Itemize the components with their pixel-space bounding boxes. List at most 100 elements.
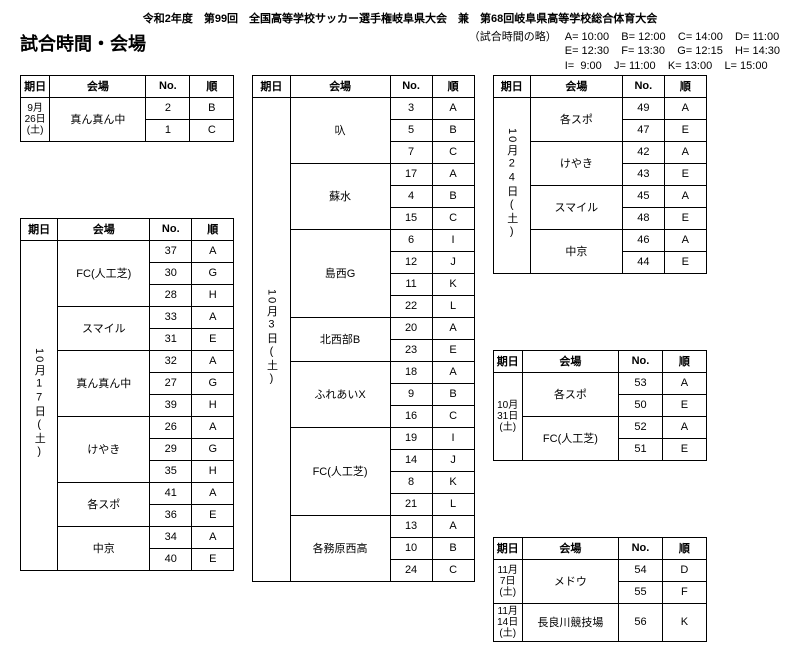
col-date: 期日 [493,75,530,97]
schedule-table: 期日会場No.順10月3日(土)叺3A5B7C蘇水17A4B15C島西G6I12… [252,75,474,582]
venue-cell: スマイル [530,185,622,229]
no-cell: 11 [390,273,432,295]
no-cell: 31 [150,328,192,350]
jun-cell: A [432,163,474,185]
no-cell: 2 [146,97,190,119]
no-cell: 43 [622,163,664,185]
venue-cell: 中京 [530,229,622,273]
jun-cell: C [432,207,474,229]
table-row: FC(人工芝)52A [493,416,706,438]
jun-cell: C [190,119,234,141]
jun-cell: B [432,383,474,405]
no-cell: 9 [390,383,432,405]
col-venue: 会場 [522,350,618,372]
jun-cell: A [664,141,706,163]
no-cell: 8 [390,471,432,493]
no-cell: 47 [622,119,664,141]
col-venue: 会場 [290,75,390,97]
no-cell: 19 [390,427,432,449]
col-no: No. [619,350,663,372]
jun-cell: A [662,372,706,394]
column-1: 期日会場No.順9月26日(土)真ん真ん中2B1C期日会場No.順10月17日(… [20,75,234,571]
no-cell: 15 [390,207,432,229]
jun-cell: J [432,449,474,471]
no-cell: 39 [150,394,192,416]
no-cell: 21 [390,493,432,515]
no-cell: 54 [619,559,663,581]
venue-cell: 叺 [290,97,390,163]
table-row: 10月24日(土)各スポ49A [493,97,706,119]
jun-cell: A [432,317,474,339]
no-cell: 29 [150,438,192,460]
col-no: No. [146,75,190,97]
jun-cell: A [432,515,474,537]
venue-cell: 各スポ [58,482,150,526]
col-jun: 順 [662,537,706,559]
no-cell: 50 [619,394,663,416]
no-cell: 32 [150,350,192,372]
venue-cell: スマイル [58,306,150,350]
jun-cell: A [664,97,706,119]
jun-cell: E [662,438,706,460]
col-jun: 順 [192,218,234,240]
venue-cell: 各スポ [530,97,622,141]
jun-cell: L [432,295,474,317]
no-cell: 41 [150,482,192,504]
jun-cell: A [432,97,474,119]
venue-cell: 長良川競技場 [522,603,618,641]
venue-cell: 各スポ [522,372,618,416]
jun-cell: K [432,471,474,493]
jun-cell: G [192,262,234,284]
jun-cell: F [662,581,706,603]
no-cell: 49 [622,97,664,119]
no-cell: 42 [622,141,664,163]
jun-cell: A [664,185,706,207]
page-header: 令和2年度 第99回 全国高等学校サッカー選手権岐阜県大会 兼 第68回岐阜県高… [20,10,780,26]
no-cell: 13 [390,515,432,537]
time-legend: （試合時間の略）A= 10:00 B= 12:00 C= 14:00 D= 11… [447,30,780,73]
no-cell: 56 [619,603,663,641]
col-date: 期日 [493,350,522,372]
col-no: No. [390,75,432,97]
no-cell: 20 [390,317,432,339]
col-no: No. [619,537,663,559]
jun-cell: K [432,273,474,295]
no-cell: 24 [390,559,432,581]
no-cell: 55 [619,581,663,603]
schedule-table: 期日会場No.順10月24日(土)各スポ49A47Eけやき42A43Eスマイル4… [493,75,707,274]
no-cell: 51 [619,438,663,460]
no-cell: 46 [622,229,664,251]
jun-cell: C [432,405,474,427]
no-cell: 10 [390,537,432,559]
jun-cell: E [664,207,706,229]
venue-cell: 北西部B [290,317,390,361]
no-cell: 27 [150,372,192,394]
col-venue: 会場 [50,75,146,97]
table-row: 10月17日(土)FC(人工芝)37A [21,240,234,262]
date-cell: 11月7日(土) [493,559,522,603]
jun-cell: I [432,427,474,449]
no-cell: 33 [150,306,192,328]
date-cell: 10月17日(土) [21,240,58,570]
no-cell: 7 [390,141,432,163]
venue-cell: ふれあいX [290,361,390,427]
jun-cell: H [192,460,234,482]
date-cell: 10月31日(土) [493,372,522,460]
no-cell: 36 [150,504,192,526]
venue-cell: 真ん真ん中 [58,350,150,416]
col-venue: 会場 [522,537,618,559]
no-cell: 53 [619,372,663,394]
no-cell: 14 [390,449,432,471]
column-2: 期日会場No.順10月3日(土)叺3A5B7C蘇水17A4B15C島西G6I12… [252,75,474,582]
venue-cell: 各務原西高 [290,515,390,581]
venue-cell: FC(人工芝) [58,240,150,306]
tables-layout: 期日会場No.順9月26日(土)真ん真ん中2B1C期日会場No.順10月17日(… [20,75,780,642]
venue-cell: 真ん真ん中 [50,97,146,141]
venue-cell: FC(人工芝) [290,427,390,515]
jun-cell: E [192,504,234,526]
no-cell: 3 [390,97,432,119]
jun-cell: A [192,350,234,372]
no-cell: 26 [150,416,192,438]
schedule-table: 期日会場No.順10月17日(土)FC(人工芝)37A30G28Hスマイル33A… [20,218,234,571]
jun-cell: E [664,119,706,141]
